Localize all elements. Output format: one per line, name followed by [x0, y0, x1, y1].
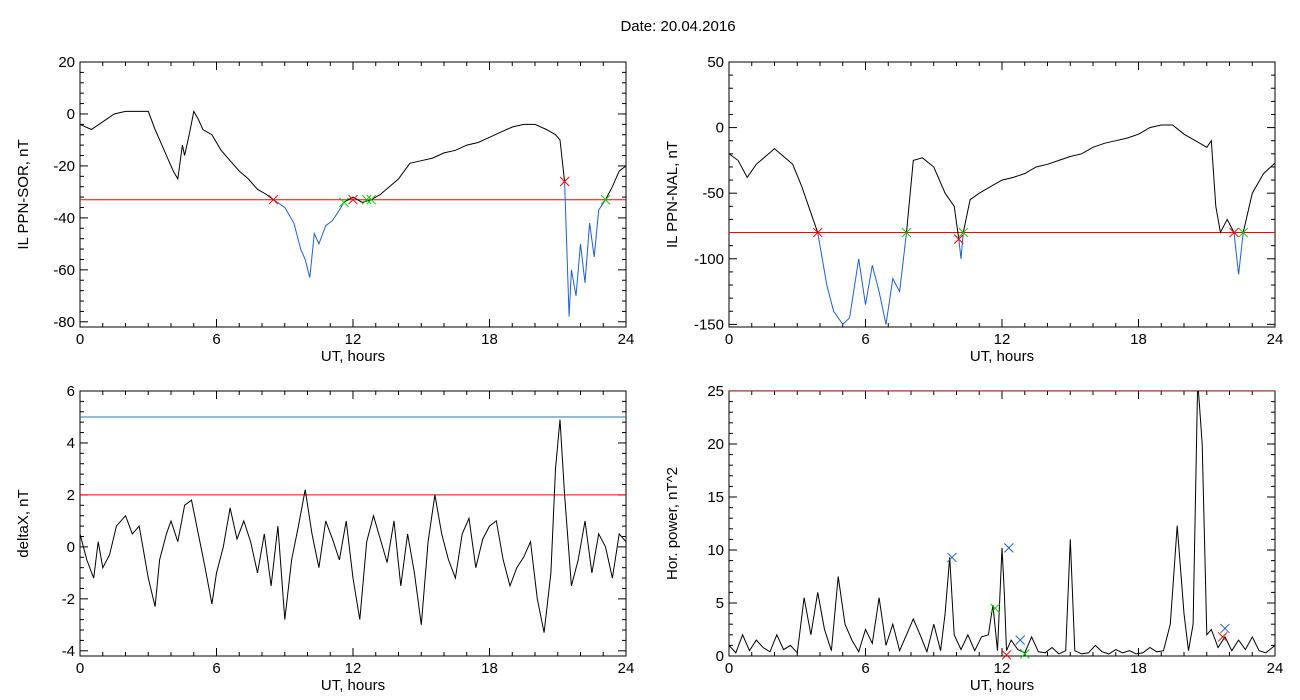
series-line — [80, 419, 626, 633]
x-tick-label: 24 — [618, 660, 635, 677]
cross-marker — [812, 227, 823, 238]
cross-marker — [958, 227, 969, 238]
series-line — [906, 157, 960, 240]
x-tick-label: 6 — [861, 331, 869, 348]
series-line — [1233, 232, 1244, 275]
chart-panel-2: 0 6 12 18 24 -150 -100 -50 0 50 UT, hours IL PPN-NA… — [664, 54, 1283, 365]
series-line — [729, 391, 1275, 655]
x-tick-label: 6 — [212, 331, 220, 348]
cross-marker — [1229, 227, 1239, 238]
cross-marker — [339, 197, 349, 208]
y-tick-label: 25 — [707, 383, 724, 400]
x-tick-label: 0 — [725, 660, 733, 677]
series-line — [1242, 162, 1275, 233]
x-tick-label: 12 — [994, 660, 1011, 677]
y-tick-label: 5 — [716, 595, 724, 612]
y-tick-label: -2 — [62, 591, 75, 608]
cross-marker — [953, 234, 964, 244]
y-tick-label: -20 — [53, 158, 75, 175]
x-tick-label: 6 — [861, 660, 869, 677]
cross-marker — [990, 603, 1001, 614]
y-tick-label: 0 — [67, 539, 75, 556]
plot-data — [80, 109, 626, 317]
cross-marker — [1238, 227, 1249, 238]
chart-panel-4: 0 6 12 18 24 0 5 10 15 20 25 UT, hours Hor. power, n… — [664, 383, 1284, 694]
series-line — [564, 181, 606, 317]
y-tick-label: 0 — [67, 106, 75, 123]
cross-marker — [1019, 649, 1030, 659]
series-line — [605, 165, 626, 200]
x-axis-label: UT, hours — [970, 348, 1034, 365]
y-tick-label: 20 — [707, 436, 724, 453]
cross-marker — [1217, 632, 1228, 642]
cross-marker — [366, 194, 377, 205]
plot-data — [80, 416, 626, 633]
x-tick-label: 0 — [76, 660, 84, 677]
y-tick-label: -80 — [53, 314, 75, 331]
series-line — [817, 232, 907, 326]
x-tick-label: 24 — [1267, 660, 1284, 677]
x-tick-label: 0 — [725, 331, 733, 348]
y-tick-label: 0 — [716, 120, 724, 137]
series-line — [958, 232, 964, 259]
plot-data — [729, 124, 1275, 326]
y-tick-label: 10 — [707, 542, 724, 559]
plot-frame — [79, 390, 627, 657]
cross-marker — [947, 552, 957, 563]
cross-marker — [1220, 623, 1230, 634]
y-tick-label: 15 — [707, 489, 724, 506]
y-tick-label: -4 — [62, 643, 75, 660]
y-axis-label: IL PPN-NAL, nT — [664, 141, 681, 248]
x-tick-label: 18 — [1130, 331, 1147, 348]
y-tick-label: -150 — [694, 316, 724, 333]
y-tick-label: 50 — [707, 54, 724, 71]
x-tick-label: 0 — [76, 331, 84, 348]
series-line — [273, 199, 345, 278]
x-tick-label: 12 — [994, 331, 1011, 348]
y-tick-label: -60 — [53, 262, 75, 279]
series-line — [343, 123, 566, 203]
y-tick-label: 20 — [58, 54, 75, 71]
cross-marker — [901, 227, 912, 238]
x-tick-label: 18 — [481, 660, 498, 677]
plot-data — [729, 391, 1275, 655]
series-line — [80, 109, 274, 201]
plot-frame — [79, 61, 627, 328]
y-tick-label: 6 — [67, 383, 75, 400]
x-tick-label: 18 — [481, 331, 498, 348]
cross-marker — [348, 194, 358, 205]
x-tick-label: 24 — [618, 331, 635, 348]
plot-frame — [728, 61, 1276, 328]
y-axis-label: deltaX, nT — [15, 489, 32, 557]
chart-panel-1: 0 6 12 18 24 -80 -60 -40 -20 0 20 UT, hours IL PPN-S… — [15, 54, 634, 365]
cross-marker — [600, 194, 611, 205]
x-axis-label: UT, hours — [321, 348, 385, 365]
y-tick-label: -40 — [53, 210, 75, 227]
cross-marker — [268, 194, 279, 205]
x-tick-label: 12 — [345, 331, 362, 348]
page-title: Date: 20.04.2016 — [620, 18, 736, 35]
y-tick-label: 4 — [67, 435, 75, 452]
y-tick-label: 2 — [67, 487, 75, 504]
cross-marker — [1003, 543, 1014, 553]
cross-marker — [1001, 650, 1012, 660]
y-tick-label: -100 — [694, 251, 724, 268]
x-axis-label: UT, hours — [321, 677, 385, 694]
x-axis-label: UT, hours — [970, 677, 1034, 694]
y-axis-label: Hor. power, nT^2 — [664, 467, 681, 580]
cross-marker — [1015, 635, 1026, 645]
series-line — [729, 147, 819, 233]
x-tick-label: 18 — [1130, 660, 1147, 677]
y-tick-label: 0 — [716, 648, 724, 665]
x-tick-label: 24 — [1267, 331, 1284, 348]
y-tick-label: -50 — [702, 185, 724, 202]
x-tick-label: 12 — [345, 660, 362, 677]
x-tick-label: 6 — [212, 660, 220, 677]
series-line — [962, 124, 1235, 235]
y-axis-label: IL PPN-SOR, nT — [15, 139, 32, 249]
cross-marker — [361, 194, 372, 205]
cross-marker — [559, 176, 570, 187]
